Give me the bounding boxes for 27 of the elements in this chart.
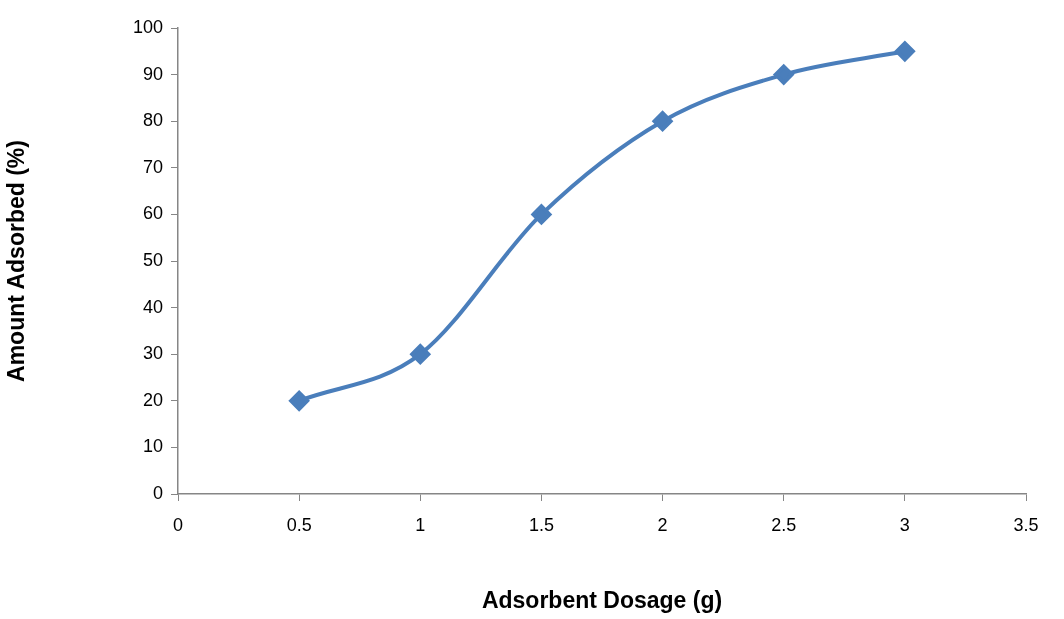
y-tick-label: 30 bbox=[142, 343, 163, 364]
point bbox=[652, 111, 673, 132]
x-tick-label: 2.5 bbox=[771, 514, 797, 535]
x-tick-label: 3.5 bbox=[1013, 514, 1039, 535]
x-tick-label: 2 bbox=[657, 514, 668, 535]
point bbox=[410, 344, 431, 365]
y-tick-label: 0 bbox=[152, 482, 163, 503]
y-axis-title: Amount Adsorbed (%) bbox=[3, 140, 30, 382]
x-tick-label: 0 bbox=[172, 514, 184, 535]
point bbox=[531, 204, 552, 225]
y-tick-label: 20 bbox=[142, 389, 163, 410]
y-tick-label: 100 bbox=[132, 16, 163, 37]
x-tick-label: 3 bbox=[899, 514, 910, 535]
x-tick-label: 0.5 bbox=[286, 514, 312, 535]
x-tick-label: 1.5 bbox=[528, 514, 554, 535]
point bbox=[894, 41, 915, 62]
y-tick-label: 60 bbox=[142, 203, 163, 224]
x-tick-label: 1 bbox=[415, 514, 426, 535]
y-tick-label: 40 bbox=[142, 296, 163, 317]
y-tick-label: 70 bbox=[142, 156, 163, 177]
y-tick-label: 80 bbox=[142, 110, 163, 131]
y-tick-label: 90 bbox=[142, 63, 163, 84]
y-tick-label: 10 bbox=[142, 436, 163, 457]
x-axis-title: Adsorbent Dosage (g) bbox=[481, 586, 723, 613]
point bbox=[289, 390, 310, 411]
point bbox=[773, 64, 794, 85]
y-tick-label: 50 bbox=[142, 249, 163, 270]
